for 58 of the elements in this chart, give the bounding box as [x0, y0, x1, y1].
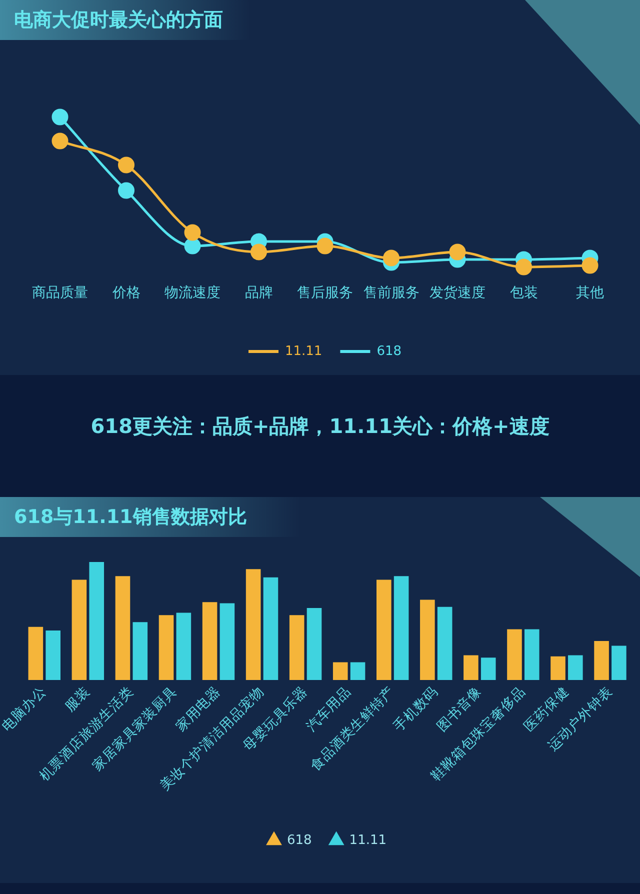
point [516, 258, 532, 276]
x-tick-label: 服装 [62, 684, 94, 715]
x-tick-label: 品牌 [244, 285, 273, 302]
bar [550, 656, 566, 680]
bar [350, 662, 366, 680]
legend-label: 618 [286, 832, 312, 848]
text: 618更关注：品质+品牌，11.11关心：价格+速度 [90, 414, 550, 438]
bar [220, 603, 235, 680]
bar [612, 646, 626, 680]
x-tick-label: 价格 [111, 285, 140, 302]
bar [263, 577, 278, 680]
legend-label: 11.11 [284, 344, 322, 359]
bar [420, 600, 435, 680]
point [184, 238, 201, 254]
x-tick-label: 电脑办公 [0, 684, 50, 735]
point [118, 182, 134, 199]
point [383, 250, 400, 266]
bar [176, 612, 192, 680]
bar [480, 658, 496, 680]
chart-title: 电商大促时最关心的方面 [14, 8, 223, 32]
x-tick-label: 包装 [510, 285, 538, 302]
bar [28, 626, 44, 680]
point [52, 108, 68, 126]
x-tick-label: 其他 [576, 285, 604, 302]
bar [246, 569, 261, 680]
bar [132, 622, 148, 680]
point [316, 238, 334, 254]
point [184, 224, 201, 241]
bar [376, 580, 392, 680]
bar [202, 602, 218, 680]
point [52, 132, 68, 150]
bar [394, 576, 409, 680]
bar [437, 606, 452, 680]
bar [158, 615, 174, 680]
point [449, 244, 466, 260]
x-tick-label: 发货速度 [430, 285, 486, 302]
bar [464, 655, 478, 680]
bar [524, 629, 540, 680]
point [118, 156, 134, 174]
x-tick-label: 售前服务 [363, 285, 420, 302]
bar [306, 608, 322, 680]
bar [89, 562, 104, 680]
legend-label: 11.11 [349, 832, 387, 848]
bar [568, 655, 583, 680]
chart-title: 618与11.11销售数据对比 [14, 505, 247, 529]
bar [115, 576, 130, 680]
x-tick-label: 售后服务 [297, 285, 353, 302]
bar [72, 580, 87, 680]
point [250, 244, 267, 260]
bar [332, 662, 348, 680]
bar [289, 615, 304, 680]
bar [594, 641, 609, 680]
bar [507, 629, 522, 680]
x-tick-label: 物流速度 [164, 285, 220, 302]
point [582, 257, 598, 274]
x-tick-label: 商品质量 [32, 285, 88, 302]
bar [46, 630, 60, 680]
legend-label: 618 [376, 344, 402, 359]
